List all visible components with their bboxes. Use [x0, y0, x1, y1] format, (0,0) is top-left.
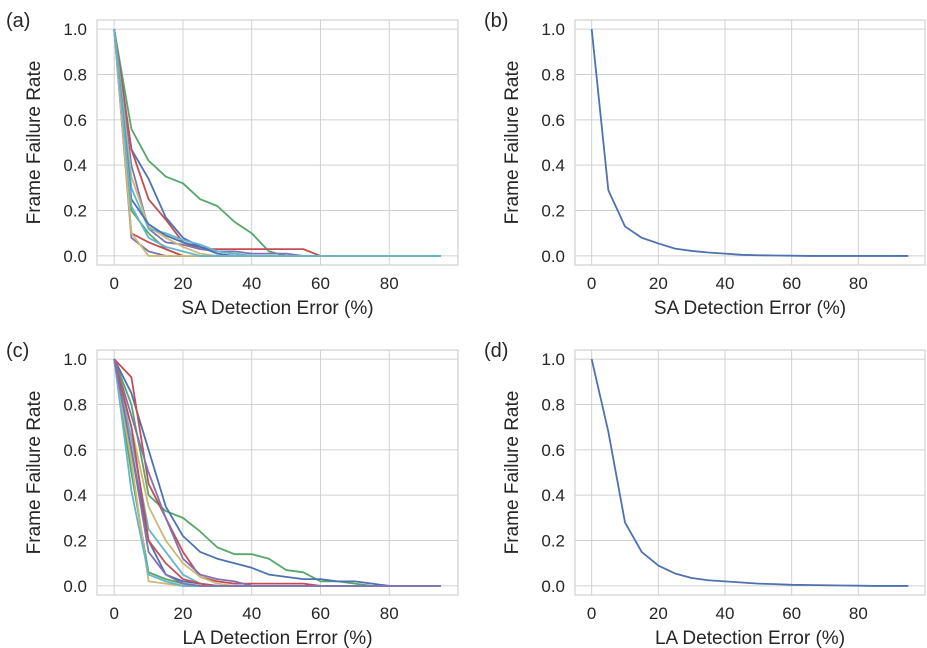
x-tick-label: 60 [782, 274, 801, 293]
series-line [590, 28, 909, 257]
series-line [113, 358, 441, 587]
series-line [113, 28, 441, 257]
axes-frame [96, 19, 459, 266]
x-tick-label: 0 [587, 274, 596, 293]
y-tick-label: 0.0 [541, 247, 565, 266]
chart-panel: 0 20 40 60 80 0.0 0.2 0.4 0.6 0.8 1.0 SA Detection … [6, 10, 459, 319]
y-tick-label: 0.4 [541, 156, 565, 175]
x-tick-label: 80 [380, 604, 399, 623]
x-tick-label: 40 [242, 604, 261, 623]
series-line [113, 28, 441, 257]
x-axis-label: SA Detection Error (%) [181, 298, 373, 319]
series-line [113, 358, 441, 587]
series-line [113, 358, 441, 587]
series-line [113, 358, 441, 587]
panel-label: (b) [484, 10, 508, 32]
x-tick-label: 60 [311, 604, 330, 623]
chart-panel: 0 20 40 60 80 0.0 0.2 0.4 0.6 0.8 1.0 LA Detection … [6, 340, 459, 648]
series-line [113, 28, 441, 257]
x-tick-label: 20 [173, 274, 192, 293]
y-tick-label: 0.0 [541, 577, 565, 596]
series-line [113, 28, 441, 257]
y-tick-label: 1.0 [63, 350, 87, 369]
series-line [113, 28, 441, 257]
axes-frame [574, 349, 926, 596]
chart-panel: 0 20 40 60 80 0.0 0.2 0.4 0.6 0.8 1.0 LA Detection … [484, 340, 926, 648]
series-line [113, 28, 441, 257]
panel-label: (a) [6, 10, 30, 32]
series-line [113, 358, 441, 587]
series-line [113, 28, 441, 257]
x-tick-label: 80 [849, 274, 868, 293]
panel-label: (c) [6, 340, 29, 362]
y-tick-label: 0.2 [63, 202, 87, 221]
axes-frame [96, 349, 459, 596]
y-tick-label: 0.2 [541, 202, 565, 221]
series-line [113, 358, 441, 587]
y-tick-label: 0.4 [63, 486, 87, 505]
series-line [113, 28, 441, 257]
panel-label: (d) [484, 340, 508, 362]
y-tick-label: 0.2 [541, 532, 565, 551]
series-line [113, 358, 441, 587]
axes-frame [574, 19, 926, 266]
x-axis-label: LA Detection Error (%) [655, 628, 845, 648]
y-tick-label: 0.2 [63, 532, 87, 551]
y-axis-label: Frame Failure Rate [502, 391, 523, 555]
y-tick-label: 0.8 [63, 395, 87, 414]
y-tick-label: 0.0 [63, 577, 87, 596]
x-tick-label: 40 [716, 604, 735, 623]
y-tick-label: 0.4 [63, 156, 87, 175]
y-tick-label: 0.8 [541, 395, 565, 414]
y-tick-label: 1.0 [63, 20, 87, 39]
y-tick-label: 0.6 [541, 111, 565, 130]
y-tick-label: 0.0 [63, 247, 87, 266]
x-tick-label: 60 [782, 604, 801, 623]
series-line [113, 358, 441, 587]
x-tick-label: 20 [649, 604, 668, 623]
y-tick-label: 0.8 [541, 65, 565, 84]
y-axis-label: Frame Failure Rate [24, 391, 45, 555]
series-line [113, 358, 441, 587]
y-tick-label: 0.6 [63, 111, 87, 130]
x-tick-label: 60 [311, 274, 330, 293]
y-axis-label: Frame Failure Rate [24, 61, 45, 225]
series-line [113, 28, 441, 257]
x-tick-label: 20 [649, 274, 668, 293]
y-tick-label: 1.0 [541, 20, 565, 39]
series-line [113, 358, 441, 587]
series-line [113, 358, 441, 587]
x-tick-label: 0 [587, 604, 596, 623]
x-tick-label: 80 [380, 274, 399, 293]
x-tick-label: 40 [242, 274, 261, 293]
series-line [113, 28, 441, 257]
y-tick-label: 0.6 [541, 441, 565, 460]
series-line [113, 358, 441, 587]
y-axis-label: Frame Failure Rate [502, 61, 523, 225]
x-tick-label: 80 [849, 604, 868, 623]
x-tick-label: 0 [109, 604, 118, 623]
x-tick-label: 20 [173, 604, 192, 623]
y-tick-label: 0.4 [541, 486, 565, 505]
chart-panel: 0 20 40 60 80 0.0 0.2 0.4 0.6 0.8 1.0 SA Detection … [484, 10, 926, 319]
y-tick-label: 0.8 [63, 65, 87, 84]
x-tick-label: 40 [716, 274, 735, 293]
x-axis-label: SA Detection Error (%) [654, 298, 846, 319]
x-tick-label: 0 [109, 274, 118, 293]
series-line [590, 358, 909, 587]
y-tick-label: 1.0 [541, 350, 565, 369]
series-line [113, 28, 441, 257]
y-tick-label: 0.6 [63, 441, 87, 460]
x-axis-label: LA Detection Error (%) [182, 628, 372, 648]
series-line [113, 28, 441, 257]
